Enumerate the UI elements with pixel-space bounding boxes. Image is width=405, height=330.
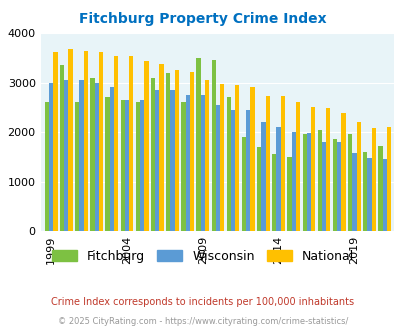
Bar: [272, 154, 276, 231]
Bar: [49, 82, 53, 231]
Bar: [205, 80, 209, 231]
Bar: [386, 127, 390, 231]
Text: © 2025 CityRating.com - https://www.cityrating.com/crime-statistics/: © 2025 CityRating.com - https://www.city…: [58, 317, 347, 326]
Legend: Fitchburg, Wisconsin, National: Fitchburg, Wisconsin, National: [47, 245, 358, 268]
Bar: [45, 102, 49, 231]
Bar: [332, 139, 336, 231]
Bar: [159, 64, 163, 231]
Bar: [245, 110, 250, 231]
Text: Fitchburg Property Crime Index: Fitchburg Property Crime Index: [79, 12, 326, 25]
Bar: [220, 84, 224, 231]
Bar: [265, 96, 269, 231]
Bar: [211, 60, 215, 231]
Bar: [310, 107, 315, 231]
Bar: [109, 87, 114, 231]
Bar: [189, 72, 194, 231]
Bar: [356, 122, 360, 231]
Bar: [90, 78, 94, 231]
Bar: [174, 70, 179, 231]
Bar: [226, 97, 230, 231]
Bar: [371, 128, 375, 231]
Bar: [170, 90, 174, 231]
Bar: [321, 142, 325, 231]
Bar: [241, 137, 245, 231]
Bar: [64, 80, 68, 231]
Bar: [317, 130, 321, 231]
Bar: [367, 158, 371, 231]
Text: Crime Index corresponds to incidents per 100,000 inhabitants: Crime Index corresponds to incidents per…: [51, 297, 354, 307]
Bar: [120, 100, 125, 231]
Bar: [114, 56, 118, 231]
Bar: [196, 58, 200, 231]
Bar: [200, 95, 205, 231]
Bar: [79, 80, 83, 231]
Bar: [302, 135, 306, 231]
Bar: [382, 159, 386, 231]
Bar: [352, 153, 356, 231]
Bar: [250, 87, 254, 231]
Bar: [83, 51, 87, 231]
Bar: [125, 100, 129, 231]
Bar: [256, 147, 261, 231]
Bar: [105, 97, 109, 231]
Bar: [341, 113, 345, 231]
Bar: [98, 52, 103, 231]
Bar: [129, 56, 133, 231]
Bar: [230, 110, 234, 231]
Bar: [181, 102, 185, 231]
Bar: [276, 127, 280, 231]
Bar: [140, 100, 144, 231]
Bar: [336, 142, 341, 231]
Bar: [151, 78, 155, 231]
Bar: [280, 96, 284, 231]
Bar: [261, 122, 265, 231]
Bar: [287, 157, 291, 231]
Bar: [295, 102, 299, 231]
Bar: [306, 133, 310, 231]
Bar: [68, 49, 72, 231]
Bar: [144, 61, 148, 231]
Bar: [377, 146, 382, 231]
Bar: [362, 152, 367, 231]
Bar: [325, 108, 330, 231]
Bar: [185, 95, 189, 231]
Bar: [215, 105, 220, 231]
Bar: [234, 85, 239, 231]
Bar: [291, 132, 295, 231]
Bar: [155, 90, 159, 231]
Bar: [166, 73, 170, 231]
Bar: [347, 135, 352, 231]
Bar: [75, 102, 79, 231]
Bar: [60, 65, 64, 231]
Bar: [53, 52, 58, 231]
Bar: [135, 102, 140, 231]
Bar: [94, 82, 98, 231]
